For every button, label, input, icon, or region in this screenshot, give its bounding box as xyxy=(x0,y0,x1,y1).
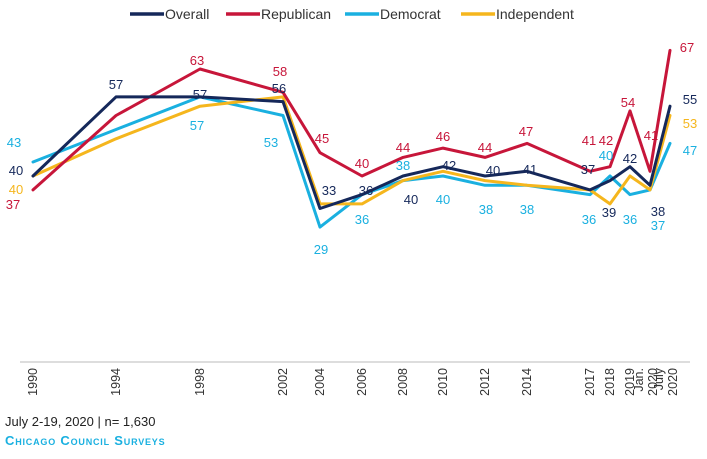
x-tick-labels: 1990 1994 1998 2002 2004 2006 2008 2010 2012 2014… xyxy=(26,367,680,396)
x-tick: 2002 xyxy=(276,368,290,396)
x-tick-label: Jan. xyxy=(632,368,646,392)
data-label-democrat: 36 xyxy=(355,212,369,227)
data-label-republican: 37 xyxy=(6,197,20,212)
data-label-democrat: 36 xyxy=(582,212,596,227)
data-label-republican: 45 xyxy=(315,131,329,146)
x-tick-label: 2004 xyxy=(313,368,327,396)
x-tick: Jan. 2020 xyxy=(632,368,660,396)
data-label-overall: 57 xyxy=(193,87,207,102)
x-tick: 2017 xyxy=(583,368,597,396)
series-lines xyxy=(31,48,672,229)
legend-label-republican: Republican xyxy=(261,6,331,22)
data-label-democrat: 38 xyxy=(396,158,410,173)
data-label-democrat: 43 xyxy=(7,135,21,150)
x-tick: 2019 xyxy=(623,368,637,396)
data-label-democrat: 36 xyxy=(623,212,637,227)
data-label-overall: 41 xyxy=(523,162,537,177)
data-label-overall: 42 xyxy=(442,158,456,173)
x-tick: 1998 xyxy=(193,368,207,396)
data-label-overall: 55 xyxy=(683,92,697,107)
data-label-overall: 37 xyxy=(581,162,595,177)
series-line-independent xyxy=(31,95,672,206)
x-tick-label: 1998 xyxy=(193,368,207,396)
x-tick-label: 1990 xyxy=(26,368,40,396)
data-label-republican: 58 xyxy=(273,64,287,79)
x-tick-label: 2010 xyxy=(436,368,450,396)
data-label-republican: 47 xyxy=(519,124,533,139)
data-label-independent: 40 xyxy=(9,182,23,197)
data-label-republican: 41 xyxy=(644,128,658,143)
x-tick-label: 1994 xyxy=(109,368,123,396)
data-label-republican: 46 xyxy=(436,129,450,144)
x-tick: 2012 xyxy=(478,368,492,396)
x-tick: 2004 xyxy=(313,368,327,396)
data-label-republican: 63 xyxy=(190,53,204,68)
series-line-overall xyxy=(31,95,672,210)
x-tick-label: 2020 xyxy=(666,368,680,396)
data-label-republican: 67 xyxy=(680,40,694,55)
data-label-overall: 57 xyxy=(109,77,123,92)
source-brand: Chicago Council Surveys xyxy=(5,433,166,448)
data-label-overall: 38 xyxy=(651,204,665,219)
x-tick-label: 2018 xyxy=(603,368,617,396)
x-tick: 2018 xyxy=(603,368,617,396)
x-tick-label: 2017 xyxy=(583,368,597,396)
data-label-democrat: 40 xyxy=(436,192,450,207)
legend-label-overall: Overall xyxy=(165,6,209,22)
x-tick: July 2020 xyxy=(652,367,680,396)
data-label-democrat: 40 xyxy=(599,148,613,163)
data-label-overall: 39 xyxy=(602,205,616,220)
x-tick-label: 2002 xyxy=(276,368,290,396)
data-label-overall: 40 xyxy=(404,192,418,207)
data-label-democrat: 38 xyxy=(520,202,534,217)
x-tick-label: 2014 xyxy=(520,368,534,396)
data-label-democrat: 53 xyxy=(264,135,278,150)
data-label-republican: 54 xyxy=(621,95,635,110)
x-tick-label: 2012 xyxy=(478,368,492,396)
series-line-democrat xyxy=(31,95,672,229)
data-label-overall: 33 xyxy=(322,183,336,198)
data-label-republican: 42 xyxy=(599,133,613,148)
data-label-republican: 44 xyxy=(396,140,410,155)
x-tick-label: 2019 xyxy=(623,368,637,396)
x-tick: 2010 xyxy=(436,368,450,396)
data-label-independent: 53 xyxy=(683,116,697,131)
data-label-democrat: 38 xyxy=(479,202,493,217)
x-tick-label: July xyxy=(652,367,666,390)
data-label-republican: 41 xyxy=(582,133,596,148)
x-tick: 1990 xyxy=(26,368,40,396)
data-label-overall: 40 xyxy=(486,163,500,178)
data-label-democrat: 29 xyxy=(314,242,328,257)
legend-label-democrat: Democrat xyxy=(380,6,441,22)
data-label-democrat: 37 xyxy=(651,218,665,233)
chart-legend: Overall Republican Democrat Independent xyxy=(130,6,574,22)
data-label-republican: 44 xyxy=(478,140,492,155)
x-tick: 2006 xyxy=(355,368,369,396)
survey-dates-sample: July 2-19, 2020 | n= 1,630 xyxy=(5,414,156,429)
data-label-overall: 40 xyxy=(9,163,23,178)
x-tick-label: 2006 xyxy=(355,368,369,396)
x-tick-label: 2008 xyxy=(396,368,410,396)
x-tick: 2014 xyxy=(520,368,534,396)
data-label-democrat: 47 xyxy=(683,143,697,158)
data-label-democrat: 57 xyxy=(190,118,204,133)
x-tick: 2008 xyxy=(396,368,410,396)
x-tick-label: 2020 xyxy=(646,368,660,396)
data-label-overall: 36 xyxy=(359,183,373,198)
data-label-overall: 42 xyxy=(623,151,637,166)
x-tick: 1994 xyxy=(109,368,123,396)
data-label-overall: 56 xyxy=(272,81,286,96)
legend-label-independent: Independent xyxy=(496,6,574,22)
data-label-republican: 40 xyxy=(355,156,369,171)
series-line-republican xyxy=(31,48,672,192)
